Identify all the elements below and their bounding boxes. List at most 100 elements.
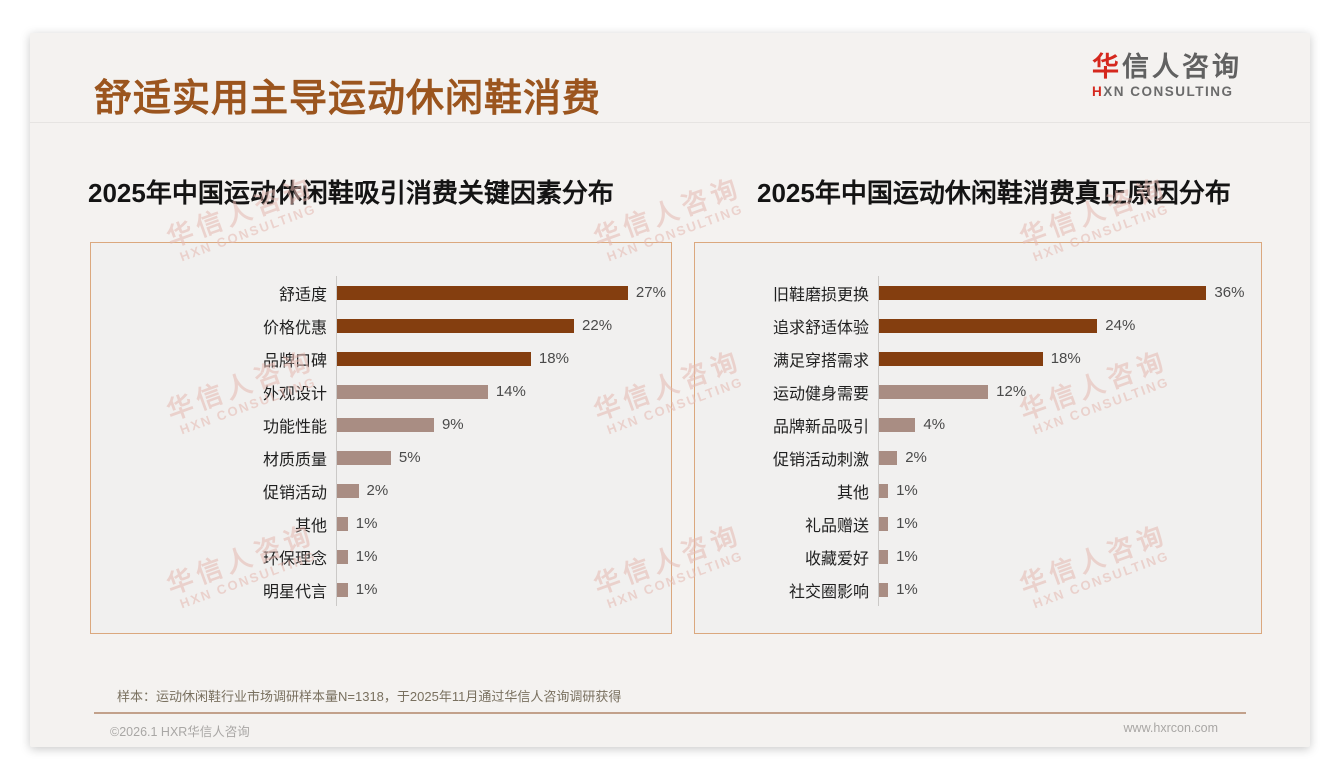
- bar-value-label: 2%: [905, 449, 927, 466]
- bar-category-label: 舒适度: [278, 286, 327, 304]
- bar-value-label: 22%: [582, 317, 613, 334]
- bar-category-label: 功能性能: [262, 418, 327, 436]
- bar-category-label: 材质质量: [262, 451, 327, 469]
- bar-row: 促销活动刺激 2%: [695, 441, 1261, 474]
- bar-track: 5%: [336, 441, 671, 474]
- bar-track: 1%: [336, 573, 671, 606]
- bar-category-label: 旧鞋磨损更换: [772, 286, 869, 304]
- brand-logo-en-rest: XN CONSULTING: [1103, 83, 1234, 99]
- bar-value-label: 9%: [441, 416, 464, 433]
- bar: [337, 516, 348, 531]
- chart-panel-right: 旧鞋磨损更换 36% 追求舒适体验 24% 满足穿搭需求 18% 运动健身需要 12% 品牌新品…: [694, 242, 1262, 634]
- bar: [337, 483, 359, 498]
- bar-row: 材质质量 5%: [91, 441, 671, 474]
- sample-footnote: 样本：运动休闲鞋行业市场调研样本量N=1318，于2025年11月通过华信人咨询…: [117, 689, 622, 704]
- bar-track: 2%: [336, 474, 671, 507]
- bar-track: 1%: [878, 474, 1261, 507]
- bar-track: 22%: [336, 309, 671, 342]
- bar-track: 1%: [336, 540, 671, 573]
- bar-value-label: 5%: [398, 449, 421, 466]
- bar-track: 4%: [878, 408, 1261, 441]
- brand-logo-cn-first: 华: [1092, 52, 1122, 82]
- slide-header: 舒适实用主导运动休闲鞋消费 华信人咨询 HXN CONSULTING: [30, 33, 1310, 123]
- bar-value-label: 1%: [896, 548, 918, 565]
- bar-chart-left: 舒适度 27% 价格优惠 22% 品牌口碑 18% 外观设计 14% 功能性能 9% 材质质量 5% 促…: [91, 243, 671, 606]
- bar: [879, 582, 889, 597]
- bar-category-label: 明星代言: [262, 583, 327, 601]
- bar-row: 促销活动 2%: [91, 474, 671, 507]
- bar-track: 27%: [336, 276, 671, 309]
- bar-category-label: 品牌新品吸引: [772, 418, 869, 436]
- chart-panel-left: 舒适度 27% 价格优惠 22% 品牌口碑 18% 外观设计 14% 功能性能 9% 材质质量 5% 促…: [90, 242, 672, 634]
- brand-logo-en-first: H: [1092, 83, 1104, 99]
- bar-value-label: 27%: [635, 284, 666, 301]
- bar-row: 礼品赠送 1%: [695, 507, 1261, 540]
- copyright-text: ©2026.1 HXR华信人咨询: [110, 725, 250, 739]
- bar: [879, 384, 989, 399]
- bar-category-label: 收藏爱好: [804, 550, 869, 568]
- bar-value-label: 1%: [896, 482, 918, 499]
- bar-track: 1%: [878, 540, 1261, 573]
- bar-category-label: 价格优惠: [262, 319, 327, 337]
- bar-row: 品牌口碑 18%: [91, 342, 671, 375]
- bar-track: 18%: [336, 342, 671, 375]
- bar-value-label: 1%: [355, 548, 378, 565]
- bar-value-label: 1%: [896, 581, 918, 598]
- bar: [879, 285, 1207, 300]
- bar: [879, 483, 889, 498]
- bar-track: 18%: [878, 342, 1261, 375]
- bar-row: 环保理念 1%: [91, 540, 671, 573]
- bar: [879, 351, 1043, 366]
- bar-value-label: 18%: [1050, 350, 1081, 367]
- bar-row: 其他 1%: [695, 474, 1261, 507]
- bar-category-label: 促销活动: [262, 484, 327, 502]
- bar-row: 运动健身需要 12%: [695, 375, 1261, 408]
- bar: [879, 516, 889, 531]
- bar-row: 其他 1%: [91, 507, 671, 540]
- bar-value-label: 1%: [355, 515, 378, 532]
- bar-category-label: 满足穿搭需求: [772, 352, 869, 370]
- bar-value-label: 2%: [366, 482, 389, 499]
- bar-row: 社交圈影响 1%: [695, 573, 1261, 606]
- chart-title-left: 2025年中国运动休闲鞋吸引消费关键因素分布: [88, 178, 614, 208]
- bar-category-label: 外观设计: [262, 385, 327, 403]
- bar-category-label: 礼品赠送: [804, 517, 869, 535]
- bar-value-label: 24%: [1105, 317, 1136, 334]
- report-slide: 舒适实用主导运动休闲鞋消费 华信人咨询 HXN CONSULTING 2025年…: [30, 33, 1310, 747]
- bar-value-label: 4%: [923, 416, 946, 433]
- bar-row: 品牌新品吸引 4%: [695, 408, 1261, 441]
- bar: [879, 318, 1098, 333]
- bar-row: 价格优惠 22%: [91, 309, 671, 342]
- brand-logo: 华信人咨询 HXN CONSULTING: [1092, 52, 1242, 99]
- bar-value-label: 36%: [1214, 284, 1245, 301]
- page-title: 舒适实用主导运动休闲鞋消费: [94, 78, 602, 120]
- bar-value-label: 14%: [495, 383, 526, 400]
- bar-row: 收藏爱好 1%: [695, 540, 1261, 573]
- bar-value-label: 1%: [355, 581, 378, 598]
- bar: [337, 351, 531, 366]
- bar-track: 36%: [878, 276, 1261, 309]
- bar-category-label: 运动健身需要: [772, 385, 869, 403]
- bar: [337, 450, 391, 465]
- bar: [879, 549, 889, 564]
- bar-value-label: 1%: [896, 515, 918, 532]
- bar-row: 外观设计 14%: [91, 375, 671, 408]
- bar-category-label: 促销活动刺激: [772, 451, 869, 469]
- bar-chart-right: 旧鞋磨损更换 36% 追求舒适体验 24% 满足穿搭需求 18% 运动健身需要 12% 品牌新品…: [695, 243, 1261, 606]
- bar-category-label: 其他: [294, 517, 327, 535]
- bar-track: 24%: [878, 309, 1261, 342]
- bar-track: 12%: [878, 375, 1261, 408]
- bar-row: 明星代言 1%: [91, 573, 671, 606]
- website-link[interactable]: www.hxrcon.com: [1123, 721, 1218, 735]
- bar: [879, 417, 916, 432]
- brand-logo-cn-rest: 信人咨询: [1122, 52, 1242, 82]
- bar-row: 舒适度 27%: [91, 276, 671, 309]
- bar: [337, 549, 348, 564]
- bar-row: 旧鞋磨损更换 36%: [695, 276, 1261, 309]
- bar: [879, 450, 898, 465]
- bar: [337, 417, 434, 432]
- bar-value-label: 18%: [538, 350, 569, 367]
- bar-track: 1%: [878, 573, 1261, 606]
- bar-track: 1%: [336, 507, 671, 540]
- bar-category-label: 其他: [836, 484, 869, 502]
